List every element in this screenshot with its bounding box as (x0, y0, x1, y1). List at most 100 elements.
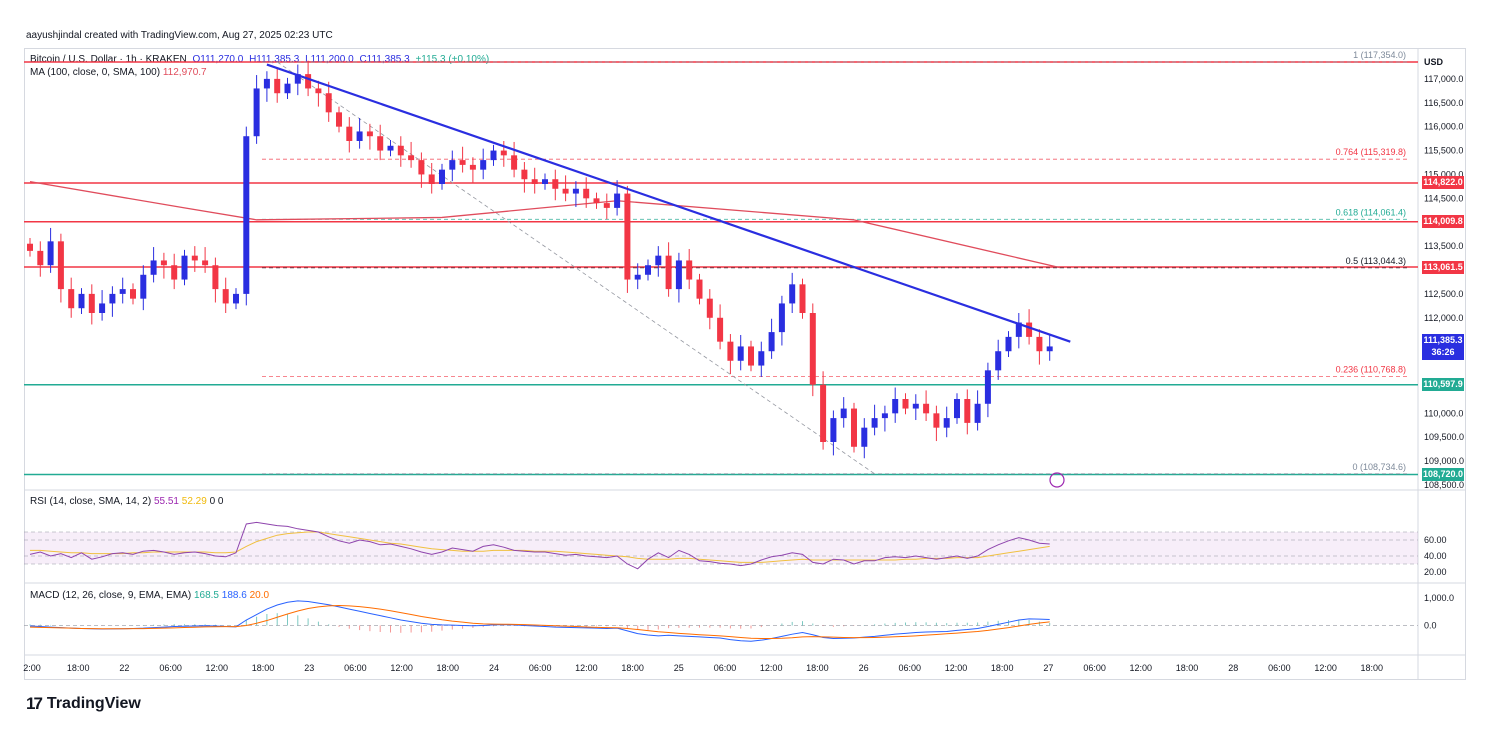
candle-body (624, 193, 631, 280)
candle-body (88, 293, 95, 313)
candle-body (861, 427, 868, 447)
price-tick-label: 109,000.0 (1424, 456, 1464, 466)
candle-body (140, 274, 147, 299)
candle-body (1005, 336, 1012, 352)
candle-body (325, 93, 332, 113)
candle-body (758, 351, 765, 366)
time-tick-label: 22 (119, 663, 129, 673)
candle-body (614, 193, 621, 208)
chart-frame (24, 48, 1466, 680)
rsi-ma-line (30, 531, 1050, 563)
tradingview-logo-icon: 17 (26, 694, 43, 713)
time-tick-label: 23 (304, 663, 314, 673)
time-tick-label: 12:00 (760, 663, 783, 673)
rsi-label: RSI (14, close, SMA, 14, 2) (30, 496, 152, 507)
time-tick-label: 25 (674, 663, 684, 673)
candle-body (119, 289, 126, 294)
candle-body (305, 74, 312, 89)
candle-body (1015, 322, 1022, 337)
candle-body (655, 255, 662, 266)
price-tick-label: 108,500.0 (1424, 480, 1464, 490)
time-tick-label: 28 (1228, 663, 1238, 673)
candle-body (717, 317, 724, 342)
time-tick-label: 06:00 (159, 663, 182, 673)
candle-body (542, 179, 548, 184)
candle-body (449, 160, 456, 170)
candle-body (881, 413, 888, 419)
time-tick-label: 12:00 (390, 663, 413, 673)
candle-body (531, 179, 538, 184)
time-tick-label: 06:00 (344, 663, 367, 673)
fib-level-label: 0.236 (110,768.8) (1336, 365, 1406, 375)
trendline (266, 63, 1071, 343)
macd-label: MACD (12, 26, close, 9, EMA, EMA) (30, 590, 192, 601)
time-tick-label: 12:00 (945, 663, 968, 673)
fib-level-label: 0.764 (115,319.8) (1336, 147, 1406, 157)
candle-body (27, 243, 33, 251)
time-tick-label: 24 (489, 663, 499, 673)
price-tick-label: 114,500.0 (1424, 193, 1463, 203)
candle-body (933, 413, 940, 428)
fib-level-label: 0 (108,734.6) (1352, 462, 1406, 472)
candle-body (830, 418, 837, 442)
currency-label: USD (1424, 57, 1444, 67)
time-tick-label: 18:00 (252, 663, 275, 673)
time-tick-label: 12:00 (206, 663, 229, 673)
candle-body (1026, 322, 1033, 337)
candle-body (336, 112, 342, 127)
price-tag: 108,720.0 (1422, 467, 1464, 481)
candle-body (923, 403, 930, 414)
candle-body (212, 265, 219, 290)
rsi-tick-label: 60.00 (1424, 535, 1447, 545)
candle-body (1036, 336, 1043, 352)
candle-body (727, 341, 734, 361)
rsi-tick-label: 40.00 (1424, 551, 1447, 561)
candle-body (78, 293, 85, 309)
time-tick-label: 06:00 (714, 663, 737, 673)
price-tag: 114,822.0 (1422, 176, 1464, 190)
ma-value: 112,970.7 (162, 67, 207, 78)
candle-body (315, 88, 322, 94)
tradingview-logo[interactable]: 17 TradingView (26, 694, 141, 714)
attribution-text: aayushjindal created with TradingView.co… (26, 30, 333, 41)
time-tick-label: 26 (859, 663, 869, 673)
macd-hist-value: 20.0 (249, 590, 270, 601)
candle-body (706, 298, 713, 318)
close-value: C111,385.3 (359, 54, 410, 65)
candle-body (377, 136, 384, 151)
rsi-value-3: 0 (209, 496, 216, 507)
candle-body (263, 78, 270, 89)
candle-body (47, 241, 54, 266)
candle-body (820, 384, 827, 442)
candle-body (181, 255, 188, 280)
candle-body (552, 179, 559, 189)
candle-body (696, 279, 703, 299)
symbol-name[interactable]: Bitcoin / U.S. Dollar · 1h · KRAKEN (30, 54, 187, 65)
price-tick-label: 109,500.0 (1424, 432, 1464, 442)
candle-body (109, 293, 116, 304)
time-tick-label: 12:00 (1314, 663, 1337, 673)
candle-body (603, 203, 610, 208)
macd-legend[interactable]: MACD (12, 26, close, 9, EMA, EMA) 168.5 … (30, 590, 269, 601)
time-tick-label: 18:00 (806, 663, 829, 673)
candle-body (799, 284, 806, 313)
candle-body (583, 188, 590, 199)
ma-legend[interactable]: MA (100, close, 0, SMA, 100) 112,970.7 (30, 67, 207, 78)
candle-body (809, 313, 816, 385)
rsi-ma-value: 52.29 (181, 496, 207, 507)
fib-diagonal (276, 61, 875, 475)
candle-body (37, 250, 44, 266)
macd-line (29, 600, 1050, 642)
rsi-legend[interactable]: RSI (14, close, SMA, 14, 2) 55.51 52.29 … (30, 496, 223, 507)
candle-body (1046, 346, 1053, 352)
candle-body (974, 403, 981, 423)
candle-body (408, 155, 415, 161)
price-tag: 111,385.3 36:26 (1422, 334, 1464, 361)
candle-body (954, 399, 960, 419)
rsi-value: 55.51 (153, 496, 179, 507)
candle-body (469, 164, 476, 170)
time-tick-label: 18:00 (1176, 663, 1199, 673)
time-tick-label: 12:00 (1130, 663, 1153, 673)
candle-body (160, 260, 167, 266)
